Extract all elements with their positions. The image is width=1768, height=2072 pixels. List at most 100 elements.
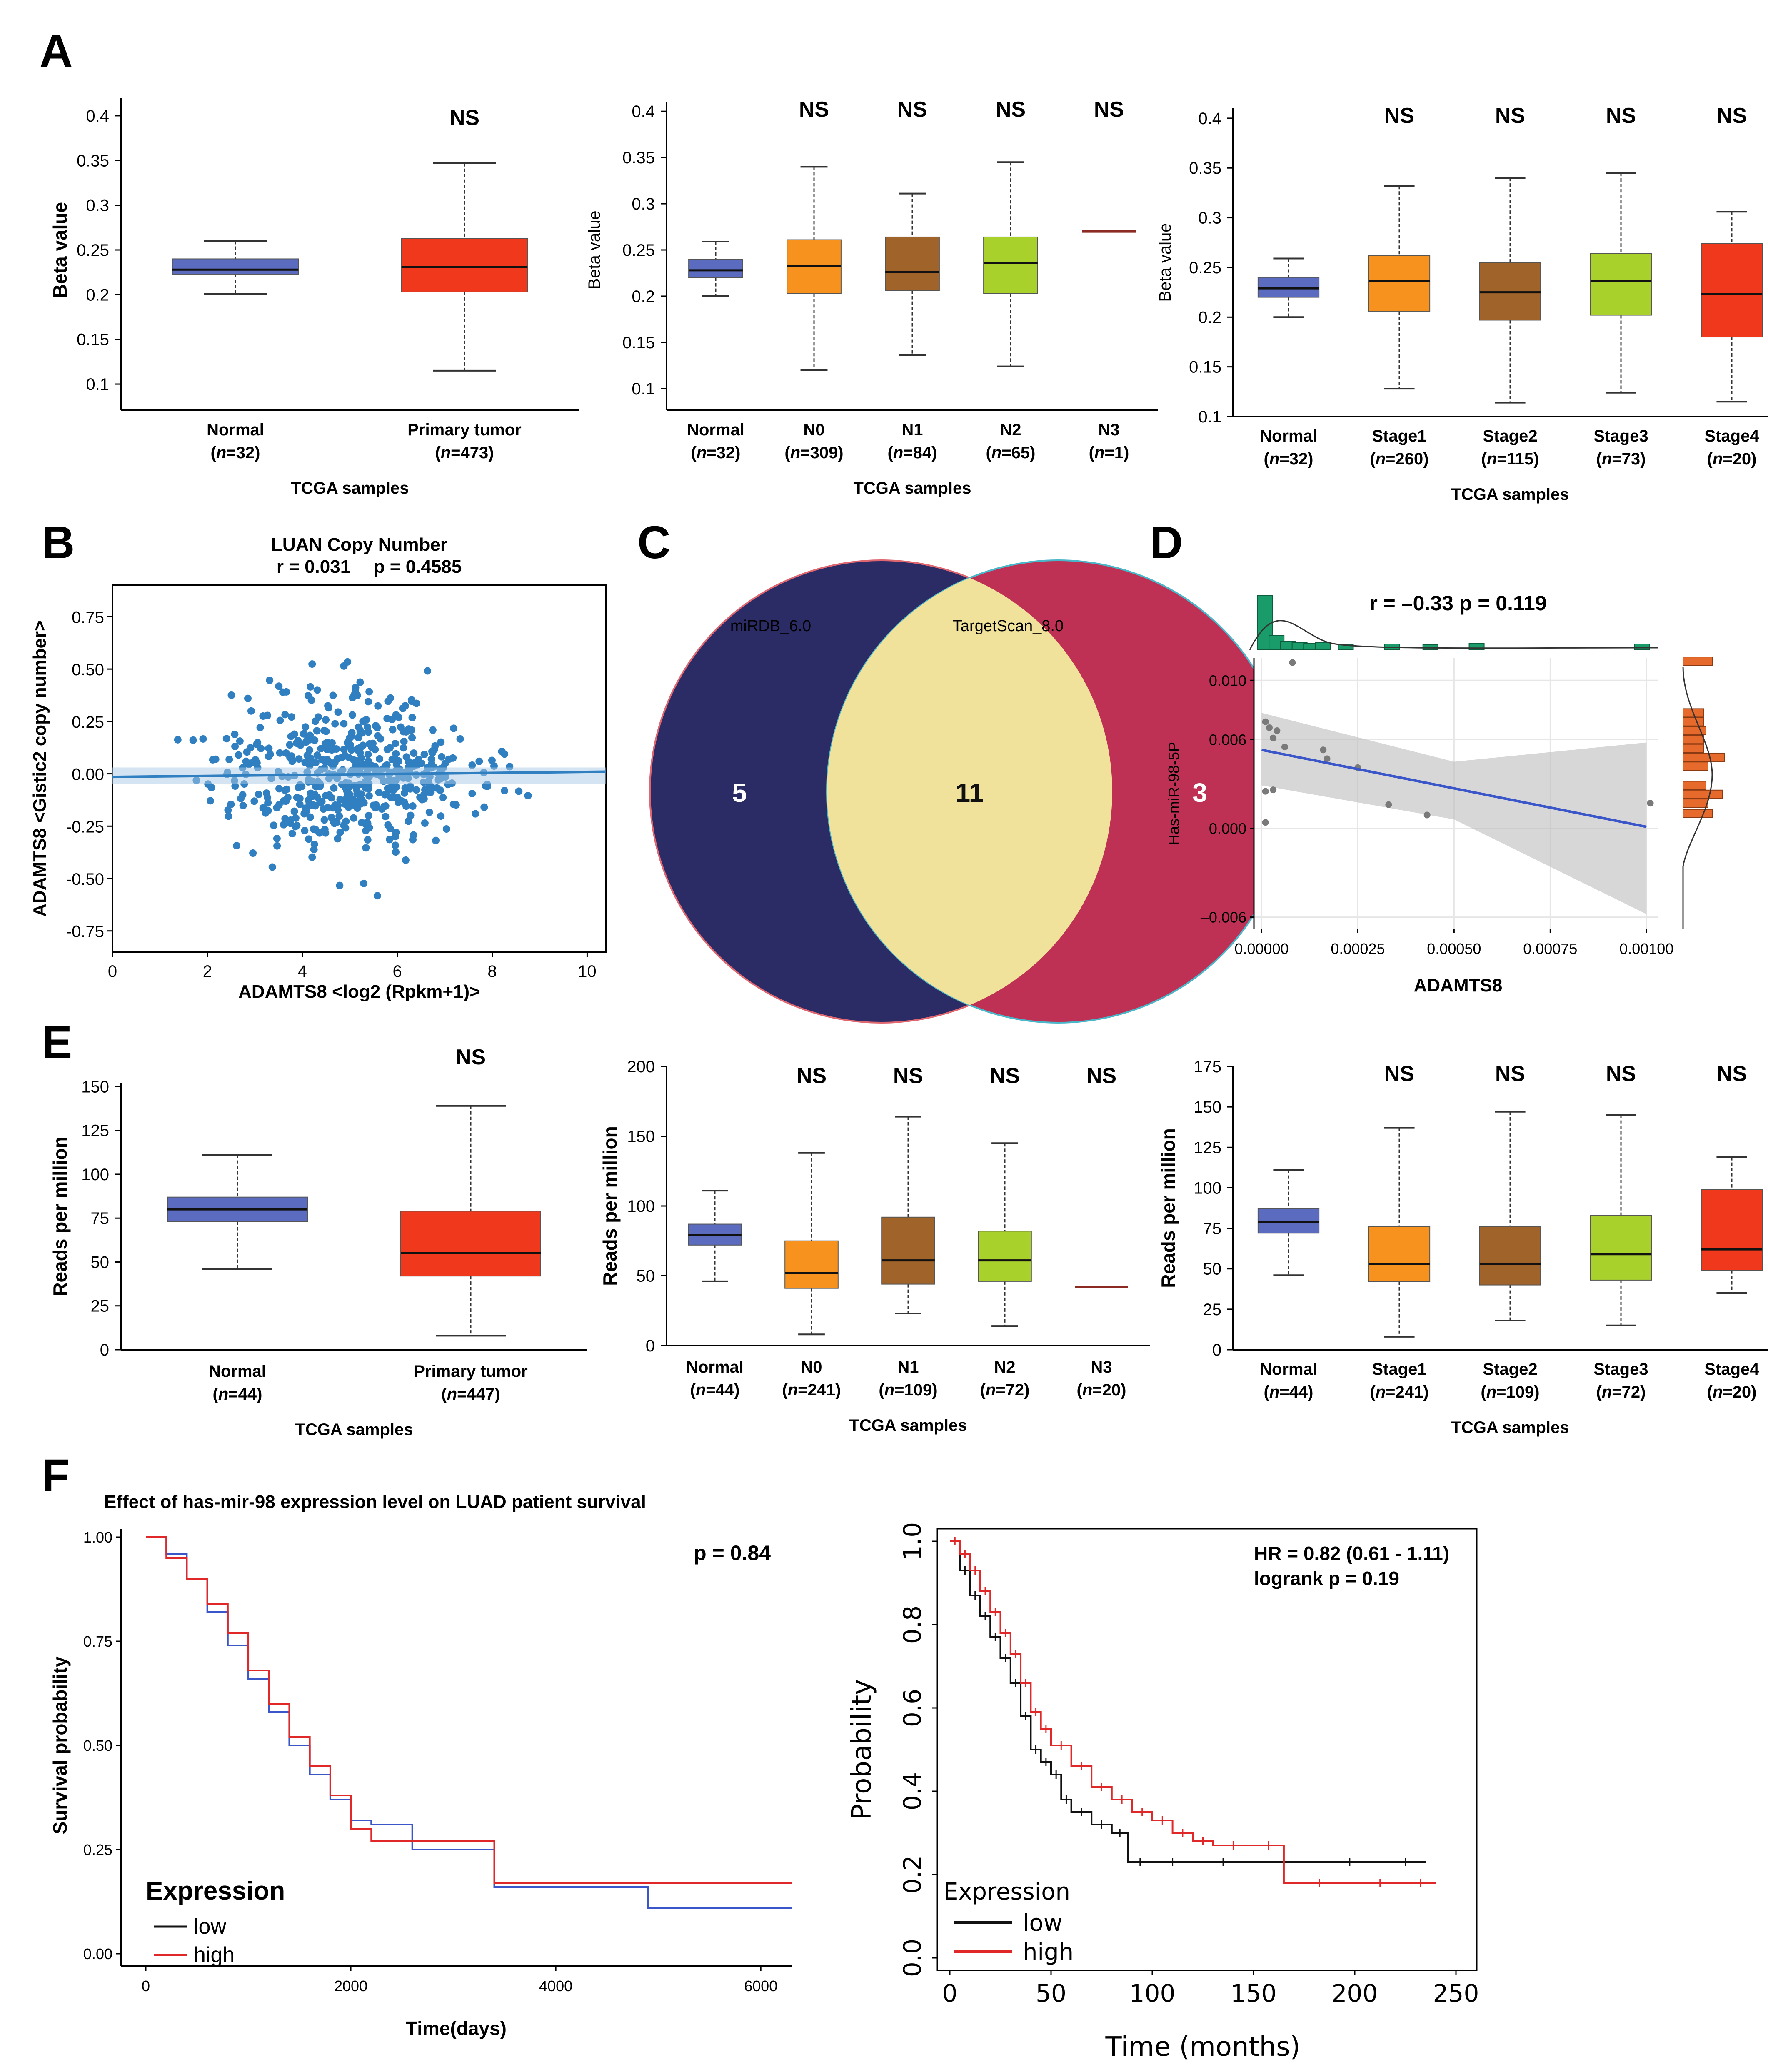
scatter-point [386,836,394,844]
category-n-label: (n=32) [691,444,741,462]
marginal-bar-x [1634,644,1650,650]
scatter-point [428,747,436,755]
censor-mark [1021,1679,1030,1687]
x-tick-label: 0.00075 [1523,940,1577,957]
category-label: N1 [901,421,923,439]
x-tick-label: 250 [1433,1979,1479,2007]
scatter-point [236,737,244,745]
scatter-point [286,741,294,749]
chart-a3-methylation-stage: 0.1 0.15 0.2 0.25 0.3 0.35 0.4 Normal (n=32) NS St… [1156,104,1768,504]
scatter-point [286,754,294,761]
scatter-point [279,688,287,696]
y-tick-label: 0.3 [632,195,655,213]
box-n0 [784,1240,839,1289]
scatter-point [340,746,348,754]
scatter-point [347,746,355,754]
scatter-point [270,821,277,829]
scatter-point [1270,786,1277,794]
y-tick-label: 150 [1194,1098,1221,1116]
y-tick-label: 0.50 [83,1737,112,1754]
scatter-point [290,730,298,738]
category-n-label: (n=72) [1596,1383,1646,1401]
scatter-point [402,753,410,761]
box-normal [172,258,299,275]
scatter-point [384,821,392,829]
censor-mark [961,1550,969,1558]
scatter-point [409,802,417,810]
x-tick-label: 0.00000 [1234,940,1289,957]
x-axis-title: ADAMTS8 [1414,975,1503,996]
scatter-point [400,789,408,797]
scatter-point [374,702,382,710]
y-tick-label: 0.8 [898,1605,926,1644]
category-n-label: (n=20) [1077,1381,1126,1399]
scatter-point [524,792,532,800]
scatter-point [293,794,301,801]
scatter-point [295,755,303,763]
scatter-point [365,811,372,819]
y-tick-label: 0 [646,1337,655,1355]
scatter-point [392,848,400,856]
scatter-point [437,738,445,746]
scatter-point [391,794,399,802]
category-label: N3 [1091,1358,1112,1376]
scatter-point [303,751,311,759]
ns-label: NS [799,97,829,122]
scatter-point [244,694,252,702]
scatter-point [372,801,380,809]
scatter-point [475,757,483,765]
legend-title: Expression [944,1878,1070,1905]
category-label: Primary tumor [407,421,521,439]
scatter-point [206,797,214,805]
hazard-ratio: HR = 0.82 (0.61 - 1.11) [1254,1543,1449,1564]
scatter-point [1324,755,1331,762]
scatter-point [313,727,321,735]
category-n-label: (n=109) [879,1381,937,1399]
km-curve-high [146,1536,792,1884]
scatter-point [347,733,355,741]
censor-mark [1077,1808,1086,1816]
x-tick-label: 50 [1036,1979,1066,2007]
category-n-label: (n=44) [690,1381,740,1399]
x-tick-label: 0 [942,1979,958,2007]
scatter-point [264,799,272,807]
scatter-point [304,734,312,742]
scatter-point [231,730,239,738]
chart-b-copy-number-scatter: -0.75 -0.50 -0.25 0.00 0.25 0.50 0.75 0 2 4 6 8 10 LU… [30,534,607,1002]
panel-label-b: B [42,517,75,568]
scatter-point [353,691,361,699]
ns-label: NS [1094,97,1124,122]
y-tick-label: -0.50 [66,870,104,889]
scatter-point [306,683,314,691]
scatter-point [334,708,342,716]
x-axis-title: Time (months) [1105,2032,1301,2062]
scatter-point [420,751,428,759]
scatter-point [242,757,250,765]
y-tick-label: 0.15 [1189,358,1221,377]
chart-title: Effect of has-mir-98 expression level on… [104,1492,646,1512]
scatter-point [424,667,432,675]
scatter-point [406,782,414,790]
ns-label: NS [1495,104,1525,128]
scatter-point [380,803,388,811]
censor-mark [1315,1879,1324,1887]
y-tick-label: 100 [81,1166,109,1184]
scatter-point [268,863,276,871]
box-stage2 [1479,1226,1541,1286]
scatter-point [333,818,341,826]
scatter-point [331,720,339,728]
category-n-label: (n=241) [1370,1383,1428,1401]
category-n-label: (n=115) [1481,450,1539,468]
marginal-density-x [1249,620,1658,650]
x-tick-label: 0.00050 [1427,940,1481,957]
y-tick-label: 50 [91,1253,110,1271]
y-tick-label: 0.000 [1209,820,1246,837]
y-tick-label: 100 [627,1197,655,1216]
scatter-point [1289,659,1296,666]
x-axis-title: Time(days) [406,2017,507,2039]
venn-count-targetscan: 3 [1192,778,1207,808]
scatter-point [1262,718,1269,725]
scatter-point [237,795,245,803]
scatter-point [395,714,402,721]
censor-mark [1116,1829,1124,1837]
